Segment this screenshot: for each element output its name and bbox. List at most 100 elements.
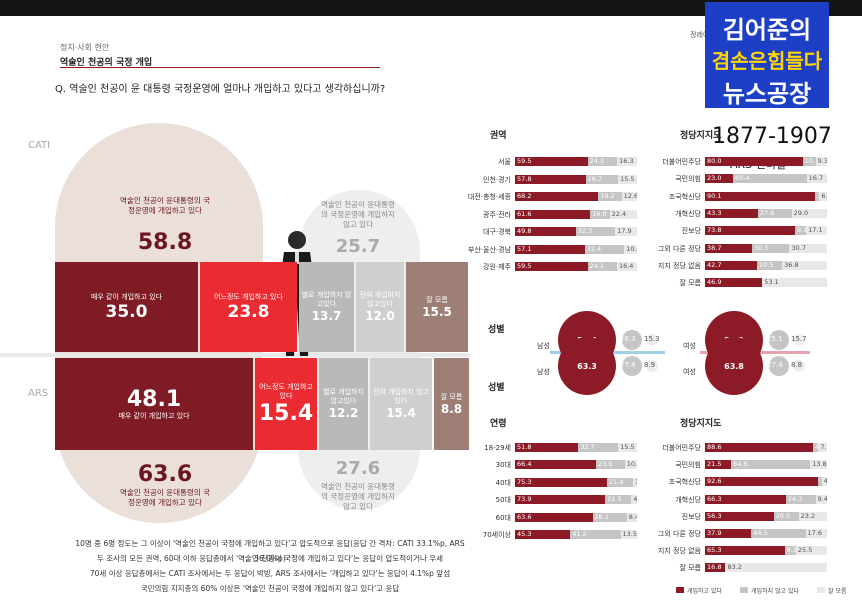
category-label: 정치·사회 현안 [60,43,110,52]
row-label: 잘 모름 [679,279,701,288]
gender-circle [793,360,805,372]
cati-disagree-total-value: 25.7 [335,236,381,257]
bar-segment: 61.6 [515,209,591,219]
gender-circle [769,330,789,350]
bar-segment: 6.3 [819,191,827,201]
bar-segment: 21.5 [705,460,732,470]
cati-segment: 매우 같이 개입하고 있다 35.0 [55,262,198,352]
row-label: 진보당 [681,227,701,236]
segment-label: 어느정도 개입하고 있다 [259,382,313,400]
party-section-title-cati: 정당지지도 [680,131,722,141]
bar-segment: 43.3 [705,208,758,218]
row-label: 그외 다른 정당 [657,530,701,538]
ars-segment: 48.1 매우 같이 개입하고 있다 [55,358,253,450]
party-section-title-ars: 정당지지도 [680,419,722,429]
row-label: 지지 정당 없음 [657,261,701,270]
bar-segment: 66.3 [705,494,786,504]
bar-segment: 4.6 [631,495,637,505]
bar-segment: 80.0 [705,157,803,166]
stacked-bar-row: 90.13.66.3 [705,191,827,201]
bar-segment: 16.8 [705,563,726,573]
bar-segment: 68.2 [515,192,599,201]
bar-segment: 45.3 [515,530,571,539]
stacked-bar-row: 59.5 24.3 16.3 [515,157,637,166]
stacked-bar-row: 37.9 44.5 17.6 [705,529,827,538]
gender-female-label-cati: 여성 [683,342,696,350]
bar-segment: 32.3 [575,227,616,236]
bar-segment: 53.1 [762,278,827,288]
row-label: 18-29세 [484,444,511,452]
gender-value: 27.8 [620,361,636,369]
bar-segment: 51.8 [515,443,579,452]
footnote-line-4: 국민의힘 지지층의 60% 이상은 '역술인 천공이 국정에 개입하지 않고 있… [140,584,400,593]
ars-agree-total-label: 역술인 천공이 윤대통령의 국정운영에 개입하고 있다 [120,488,210,507]
legend-item: 개입하고 있다 [676,586,722,595]
bar-segment: 10.0 [624,460,637,470]
row-label: 70세이상 [482,531,511,539]
cati-disagree-total-label: 역술인 천공이 윤대통령의 국정운영에 개입하지 않고 있다 [321,200,395,229]
segment-label: 전혀 개입하지 않고있다 [359,291,401,308]
segment-value: 23.8 [227,301,270,322]
bar-segment: 92.6 [705,477,818,487]
logo-line-1: 김어준의 [722,16,812,44]
stacked-bar-row: 46.9 53.1 [705,278,827,288]
bar-segment: 27.8 [757,208,792,218]
gender-section-title-cati: 성별 [488,325,505,335]
bar-segment: 9.3 [784,546,796,556]
bar-segment: 20.5 [773,511,799,521]
ars-method-label: ARS [28,388,49,399]
stacked-bar-row: 49.8 32.3 17.9 [515,227,637,236]
stacked-bar-row: 57.8 26.7 15.5 [515,174,637,184]
stacked-bar-row: 65.3 9.3 25.5 [705,546,827,556]
bar-segment: 16.4 [616,262,637,271]
row-label: 개혁신당 [675,209,701,218]
row-label: 잘 모름 [679,564,701,573]
bar-segment: 44.5 [751,529,806,538]
segment-label: 매우 같이 개입하고 있다 [118,412,190,420]
segment-label: 잘 모름 [426,295,448,304]
bar-segment: 17.1 [806,226,827,236]
stacked-bar-row: 66.3 24.3 9.4 [705,494,827,504]
bar-segment: 10.7 [802,157,816,166]
bar-segment: 30.7 [789,243,827,253]
bar-segment: 49.8 [515,227,576,236]
row-label: 그외 다른 정당 [657,244,701,253]
bar-segment: 42.7 [705,260,758,270]
bar-segment: 3.6 [814,191,820,201]
segment-label: 어느정도 개입하고 있다 [214,292,283,301]
segment-label: 별로 개입하지 않고있다 [301,291,352,308]
ars-disagree-total-label: 역술인 천공이 윤대통령의 국정운영에 개입하지 않고 있다 [321,482,395,511]
bar-segment: 63.6 [515,512,593,522]
gender-circle [646,334,658,346]
bar-segment: 23.2 [798,511,827,521]
overlay-years: 1877-1907 [712,124,832,149]
row-label: 조국혁신당 [668,192,701,201]
row-label: 서울 [498,158,511,166]
segment-label: 전혀 개입하지 않고있다 [373,388,429,405]
gender-value: 15.7 [791,335,807,343]
bar-segment: 73.8 [705,226,796,236]
gender-value: 8.8 [791,361,803,369]
row-label: 대전·충청·세종 [467,193,511,201]
gender-circle [793,334,805,346]
bar-segment: 21.5 [605,495,632,505]
stacked-bar-row: 61.6 16.0 22.4 [515,209,637,219]
row-label: 더불어민주당 [662,444,701,452]
stacked-bar-row: 73.8 9.1 17.1 [705,226,827,236]
footnote-line-2: 두 조사의 모든 권역, 60대 이하 응답층에서 '역술인 천공이 국정에 개… [96,554,444,563]
bar-segment: 46.9 [705,278,763,288]
stacked-bar-row: 88.64.37.1 [705,443,827,452]
gender-male-label-cati: 남성 [537,342,550,350]
bar-segment: 12.6 [621,192,637,201]
bar-segment: 3.3 [632,477,637,487]
gender-circle: 63.3 [558,337,616,395]
legend-item: 잘 모름 [817,586,846,595]
bar-segment: 15.5 [618,443,637,452]
bar-segment: 59.5 [515,157,588,166]
row-label: 부산·울산·경남 [467,245,511,254]
bar-segment: 56.3 [705,511,774,521]
bar-segment: 17.9 [615,227,637,236]
bar-segment: 59.5 [515,262,588,271]
segment-value: 12.2 [328,406,359,420]
row-label: 인천·경기 [483,175,511,184]
